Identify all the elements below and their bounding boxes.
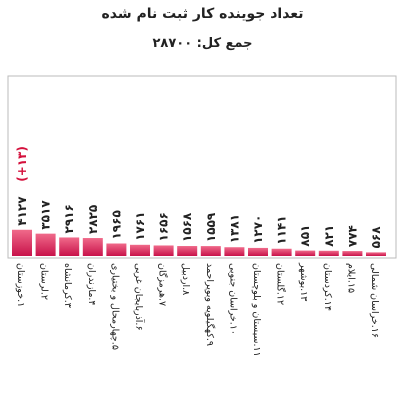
value-label-5: ۱۹۶۵	[109, 210, 123, 239]
bar-9	[200, 246, 221, 256]
change-annotation: (+۱۳)	[15, 146, 29, 182]
bar-2	[35, 233, 56, 256]
value-label-15: ۷۷۴	[345, 225, 359, 247]
category-label-2: ۲.لرستان	[39, 263, 50, 300]
value-label-3: ۲۹۱۶	[62, 204, 76, 233]
value-label-2: ۳۵۱۷	[39, 200, 53, 230]
value-label-16: ۵۶۸	[369, 226, 383, 249]
category-label-14: ۱۴.کردستان	[322, 263, 333, 311]
category-label-6: ۶.آذربایجان غربی	[133, 263, 146, 331]
category-label-16: ۱۶.خراسان شمالی	[369, 263, 380, 338]
value-label-11: ۱۲۷۰	[251, 215, 265, 244]
category-label-5: ۵.چهارمحال و بختیاری	[109, 263, 120, 350]
category-label-13: ۱۳.بوشهر	[298, 262, 309, 301]
value-label-10: ۱۳۸۱	[227, 214, 241, 243]
value-label-13: ۸۵۱	[298, 225, 312, 247]
bar-8	[177, 246, 198, 256]
value-label-9: ۱۵۵۹	[204, 212, 218, 242]
value-label-8: ۱۵۶۸	[180, 212, 194, 242]
category-label-1: ۱.خوزستان	[15, 263, 26, 307]
bar-13	[295, 250, 316, 256]
category-label-3: ۳.کرمانشاه	[62, 263, 73, 308]
bar-7	[153, 245, 174, 256]
bar-1	[12, 229, 32, 256]
bar-11	[248, 247, 268, 256]
category-label-9: ۹.کهگیلویه وبویراحمد	[204, 263, 216, 346]
bar-14	[318, 250, 339, 256]
category-label-10: ۱۰.خراسان جنوبی	[227, 263, 238, 335]
bar-3	[59, 237, 80, 256]
value-label-7: ۱۶۵۶	[157, 212, 171, 241]
chart-subtitle: جمع کل: ۲۸۷۰۰	[152, 36, 253, 51]
category-label-8: ۸.اردبیل	[180, 263, 191, 295]
chart-title: تعداد جوینده کار ثبت نام شده	[101, 6, 304, 22]
bar-6	[130, 244, 150, 256]
category-label-7: ۷.هرمزگان	[157, 263, 169, 306]
bar-10	[224, 247, 245, 256]
category-label-12: ۱۲.گلستان	[275, 263, 287, 305]
bar-4	[82, 238, 103, 256]
bar-16	[366, 252, 386, 256]
bar-5	[106, 243, 127, 256]
value-label-14: ۸۲۱	[322, 225, 336, 247]
bar-15	[342, 251, 363, 256]
value-label-4: ۲۸۲۵	[86, 205, 100, 234]
value-label-1: ۴۱۲۷	[15, 196, 29, 226]
plot-frame	[7, 75, 397, 259]
category-label-4: ۴.مازندران	[86, 263, 97, 306]
bar-12	[271, 248, 292, 256]
value-label-6: ۱۷۶۱	[133, 212, 147, 241]
category-label-11: ۱۱.سیستان و بلوچستان	[251, 263, 262, 357]
value-label-12: ۱۱۴۱	[275, 215, 289, 244]
category-label-15: ۱۵.ایلام	[345, 263, 356, 293]
